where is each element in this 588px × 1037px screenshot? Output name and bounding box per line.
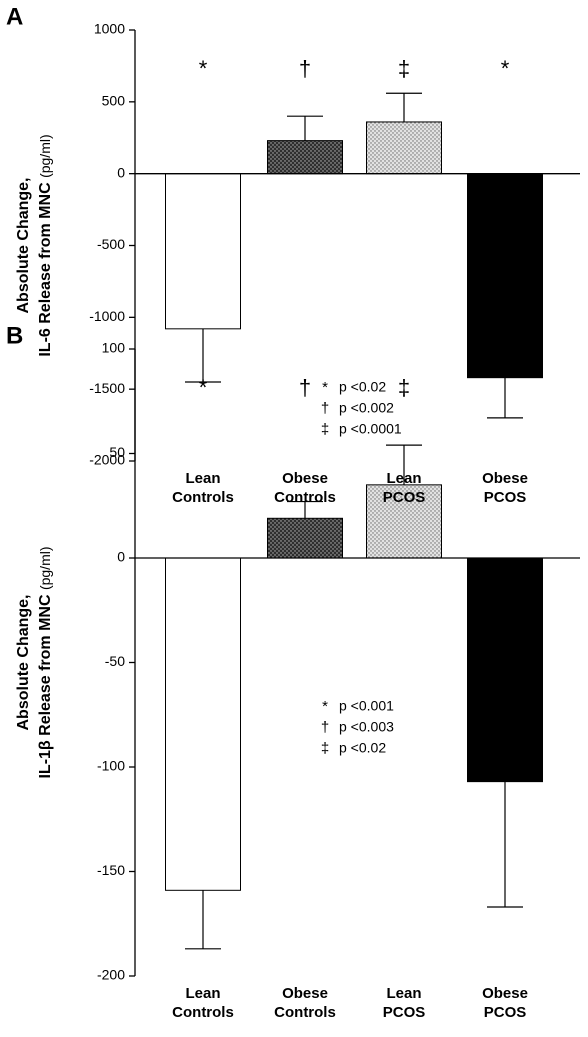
y-tick-label: -200 <box>97 967 125 983</box>
error-bar <box>386 444 422 485</box>
legend-text: p <0.002 <box>339 400 394 416</box>
legend-symbol: ‡ <box>321 740 329 757</box>
y-tick-label: -50 <box>105 653 125 669</box>
bar <box>165 557 241 891</box>
x-tick-label: Lean PCOS <box>382 470 426 506</box>
significance-marker: ‡ <box>398 56 410 81</box>
bar <box>267 140 343 175</box>
legend-text: p <0.0001 <box>339 421 402 437</box>
y-tick-label: -150 <box>97 862 125 878</box>
error-bar <box>287 500 323 519</box>
significance-marker: * <box>199 56 208 81</box>
y-axis-label-main: IL-6 Release from MNC <box>37 182 54 357</box>
error-bar <box>287 115 323 141</box>
bar <box>467 173 543 379</box>
bar <box>467 557 543 783</box>
y-tick-label: 0 <box>117 164 125 180</box>
error-bar <box>386 92 422 122</box>
y-tick-label: 1000 <box>94 21 125 37</box>
x-tick-label: Obese Controls <box>274 470 336 506</box>
legend-text: p <0.02 <box>339 379 386 395</box>
bar <box>366 121 442 175</box>
y-axis-label: IL-6 Release from MNC (pg/ml) <box>37 134 55 356</box>
y-tick-label: -1000 <box>89 308 125 324</box>
legend-text: p <0.003 <box>339 719 394 735</box>
y-tick-label: -1500 <box>89 380 125 396</box>
legend-symbol: † <box>321 719 329 736</box>
x-tick-label: Lean Controls <box>172 470 234 506</box>
y-axis-unit: (pg/ml) <box>37 134 53 178</box>
legend-text: p <0.001 <box>339 698 394 714</box>
significance-marker: ‡ <box>398 375 410 400</box>
y-tick-label: 0 <box>117 549 125 565</box>
legend-symbol: * <box>322 698 328 715</box>
y-tick-label: 50 <box>109 444 125 460</box>
y-tick-label: -2000 <box>89 452 125 468</box>
significance-marker: † <box>299 375 311 400</box>
y-axis-label: IL-1β Release from MNC (pg/ml) <box>37 546 55 778</box>
y-axis-label: Absolute Change, <box>15 594 32 730</box>
x-tick-label: Lean PCOS <box>382 985 426 1021</box>
x-tick-label: Obese PCOS <box>482 470 528 506</box>
error-bar <box>487 781 523 908</box>
bar <box>165 173 241 330</box>
error-bar <box>185 890 221 950</box>
legend-symbol: † <box>321 400 329 417</box>
x-tick-label: Lean Controls <box>172 985 234 1021</box>
significance-marker: † <box>299 56 311 81</box>
legend-text: p <0.02 <box>339 740 386 756</box>
legend-symbol: ‡ <box>321 421 329 438</box>
y-axis-label: Absolute Change, <box>15 177 32 313</box>
panel-label: A <box>6 3 23 30</box>
error-bar <box>185 328 221 383</box>
significance-marker: * <box>501 56 510 81</box>
bar <box>366 484 442 559</box>
x-tick-label: Obese Controls <box>274 985 336 1021</box>
y-tick-label: 100 <box>102 340 126 356</box>
y-tick-label: -100 <box>97 758 125 774</box>
y-axis-unit: (pg/ml) <box>37 546 53 590</box>
panel-label: B <box>6 322 23 349</box>
y-tick-label: -500 <box>97 236 125 252</box>
y-tick-label: 500 <box>102 93 126 109</box>
bar <box>267 517 343 559</box>
significance-marker: * <box>199 375 208 400</box>
x-tick-label: Obese PCOS <box>482 985 528 1021</box>
error-bar <box>487 377 523 419</box>
legend-symbol: * <box>322 379 328 396</box>
y-axis-label-main: IL-1β Release from MNC <box>37 594 54 778</box>
